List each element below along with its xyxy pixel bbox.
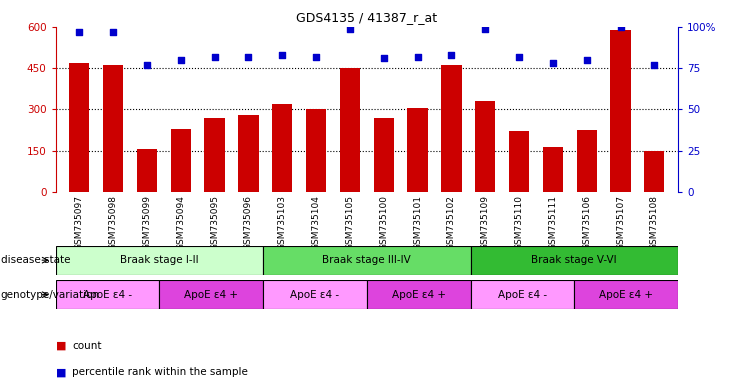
Bar [574, 280, 678, 309]
Point [581, 57, 593, 63]
Bar [576, 130, 597, 192]
Point [378, 55, 390, 61]
Bar [373, 118, 394, 192]
Bar [306, 109, 326, 192]
Text: count: count [72, 341, 102, 351]
Bar [611, 30, 631, 192]
Point [175, 57, 187, 63]
Bar [367, 280, 471, 309]
Bar [56, 246, 263, 275]
Bar [542, 147, 563, 192]
Text: ■: ■ [56, 367, 70, 377]
Bar [475, 101, 495, 192]
Bar [644, 151, 665, 192]
Point [513, 53, 525, 60]
Bar [509, 131, 529, 192]
Bar [170, 129, 191, 192]
Point [547, 60, 559, 66]
Text: ApoE ε4 +: ApoE ε4 + [185, 290, 238, 300]
Point [310, 53, 322, 60]
Point [479, 25, 491, 31]
Bar [408, 108, 428, 192]
Point [209, 53, 221, 60]
Bar [56, 280, 159, 309]
Point [73, 29, 85, 35]
Bar [471, 246, 678, 275]
Text: disease state: disease state [1, 255, 70, 265]
Text: Braak stage I-II: Braak stage I-II [120, 255, 199, 265]
Bar [239, 115, 259, 192]
Bar [471, 280, 574, 309]
Text: ■: ■ [56, 341, 70, 351]
Bar [441, 65, 462, 192]
Bar [69, 63, 90, 192]
Text: Braak stage III-IV: Braak stage III-IV [322, 255, 411, 265]
Point [344, 25, 356, 31]
Text: ApoE ε4 +: ApoE ε4 + [392, 290, 445, 300]
Bar [272, 104, 293, 192]
Title: GDS4135 / 41387_r_at: GDS4135 / 41387_r_at [296, 11, 437, 24]
Point [107, 29, 119, 35]
Text: genotype/variation: genotype/variation [1, 290, 100, 300]
Bar [205, 118, 225, 192]
Point [445, 52, 457, 58]
Bar [339, 68, 360, 192]
Text: percentile rank within the sample: percentile rank within the sample [72, 367, 247, 377]
Bar [263, 280, 367, 309]
Bar [159, 280, 263, 309]
Text: ApoE ε4 -: ApoE ε4 - [498, 290, 547, 300]
Bar [103, 65, 123, 192]
Point [614, 24, 626, 30]
Bar [263, 246, 471, 275]
Point [411, 53, 423, 60]
Point [141, 62, 153, 68]
Text: ApoE ε4 +: ApoE ε4 + [599, 290, 653, 300]
Point [276, 52, 288, 58]
Point [648, 62, 660, 68]
Bar [137, 149, 157, 192]
Text: ApoE ε4 -: ApoE ε4 - [83, 290, 132, 300]
Text: ApoE ε4 -: ApoE ε4 - [290, 290, 339, 300]
Point [242, 53, 254, 60]
Text: Braak stage V-VI: Braak stage V-VI [531, 255, 617, 265]
